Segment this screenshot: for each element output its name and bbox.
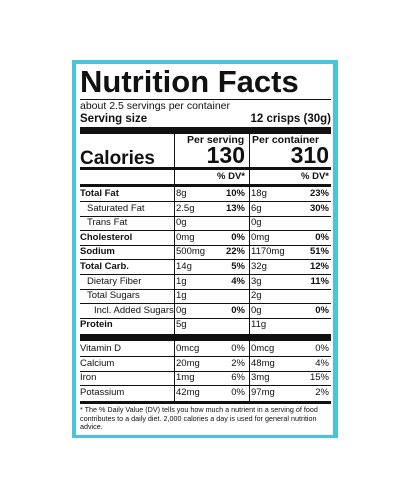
daily-value: 0%: [231, 343, 245, 354]
rule: [80, 167, 331, 170]
daily-value: 15%: [309, 372, 329, 384]
daily-value: 4%: [231, 275, 245, 287]
nutrient-name: Potassium: [80, 386, 125, 398]
rule: [80, 274, 331, 275]
nutrient-name: Vitamin D: [80, 343, 122, 354]
serving-size-label: Serving size: [80, 113, 148, 125]
nutrient-name: Total Carb.: [80, 261, 129, 272]
nutrient-name: Total Sugars: [87, 290, 140, 302]
amount: 0g: [251, 304, 262, 316]
amount: 0mcg: [251, 343, 275, 354]
amount: 18g: [251, 188, 267, 199]
rule: [80, 370, 331, 372]
rule: [80, 215, 331, 217]
daily-value: 22%: [225, 246, 245, 258]
amount: 20mg: [176, 357, 200, 369]
daily-value: 12%: [309, 261, 329, 272]
rule: [249, 134, 250, 334]
rule: [80, 356, 331, 357]
amount: 0mg: [176, 231, 195, 243]
rule: [80, 230, 331, 231]
nutrient-name: Trans Fat: [87, 217, 128, 229]
footnote: * The % Daily Value (DV) tells you how m…: [80, 405, 318, 431]
rule: [80, 99, 331, 100]
daily-value: 11%: [310, 275, 330, 287]
amount: 3g: [251, 275, 262, 287]
daily-value: 0%: [231, 304, 245, 316]
amount: 0mg: [251, 231, 270, 243]
daily-value: 5%: [231, 261, 245, 272]
daily-value: 10%: [225, 188, 245, 199]
calories-label: Calories: [80, 148, 155, 169]
amount: 1170mg: [251, 246, 285, 258]
rule: [80, 288, 331, 290]
nutrient-name: Cholesterol: [80, 231, 133, 243]
rule: [80, 317, 331, 319]
amount: 2.5g: [176, 202, 195, 214]
rule: [80, 303, 331, 304]
amount: 1mg: [176, 372, 195, 384]
title: Nutrition Facts: [80, 64, 299, 99]
amount: 11g: [251, 319, 267, 331]
amount: 97mg: [251, 386, 275, 398]
daily-value: 13%: [225, 202, 245, 214]
servings: about 2.5 servings per container: [80, 100, 231, 112]
rule: [80, 127, 331, 134]
daily-value: 30%: [309, 202, 329, 214]
daily-value: 0%: [315, 231, 329, 243]
rule: [80, 201, 331, 202]
amount: 500mg: [176, 246, 206, 258]
rule: [80, 334, 331, 341]
amount: 32g: [251, 261, 267, 272]
amount: 0g: [176, 217, 187, 229]
amount: 0g: [176, 304, 187, 316]
amount: 42mg: [176, 386, 200, 398]
amount: 1g: [176, 290, 187, 302]
amount: 6g: [251, 202, 262, 214]
amount: 8g: [176, 188, 187, 199]
amount: 0g: [251, 217, 262, 229]
nutrient-name: Dietary Fiber: [87, 275, 142, 287]
daily-value: 23%: [309, 188, 329, 199]
daily-value: 0%: [231, 231, 245, 243]
nutrition-label: [76, 64, 333, 435]
serving-size: 12 crisps (30g): [250, 113, 331, 125]
dv-header: % DV*: [217, 171, 245, 182]
daily-value: 0%: [315, 343, 329, 354]
amount: 5g: [176, 319, 187, 331]
nutrient-name: Total Fat: [80, 188, 119, 199]
daily-value: 4%: [315, 357, 329, 369]
nutrient-name: Iron: [80, 372, 97, 384]
daily-value: 0%: [231, 386, 245, 398]
amount: 14g: [176, 261, 192, 272]
daily-value: 0%: [315, 304, 329, 316]
daily-value: 2%: [315, 386, 329, 398]
nutrient-name: Calcium: [80, 357, 115, 369]
amount: 48mg: [251, 357, 275, 369]
daily-value: 51%: [309, 246, 329, 258]
rule: [174, 134, 175, 334]
dv-header: % DV*: [301, 171, 329, 182]
rule: [80, 259, 331, 261]
nutrient-name: Sodium: [80, 246, 115, 258]
amount: 3mg: [251, 372, 270, 384]
rule: [80, 385, 331, 386]
column-header: Per container: [252, 134, 320, 146]
column-header: Per serving: [187, 134, 245, 146]
rule: [80, 244, 331, 246]
amount: 1g: [176, 275, 187, 287]
daily-value: 2%: [231, 357, 245, 369]
calories-value: 310: [290, 142, 329, 168]
calories-value: 130: [206, 142, 245, 168]
nutrient-name: Incl. Added Sugars: [94, 304, 174, 316]
nutrient-name: Protein: [80, 319, 113, 331]
rule: [80, 184, 331, 187]
daily-value: 6%: [231, 372, 245, 384]
nutrient-name: Saturated Fat: [87, 202, 145, 214]
amount: 2g: [251, 290, 262, 302]
rule: [80, 401, 331, 404]
amount: 0mcg: [176, 343, 200, 354]
